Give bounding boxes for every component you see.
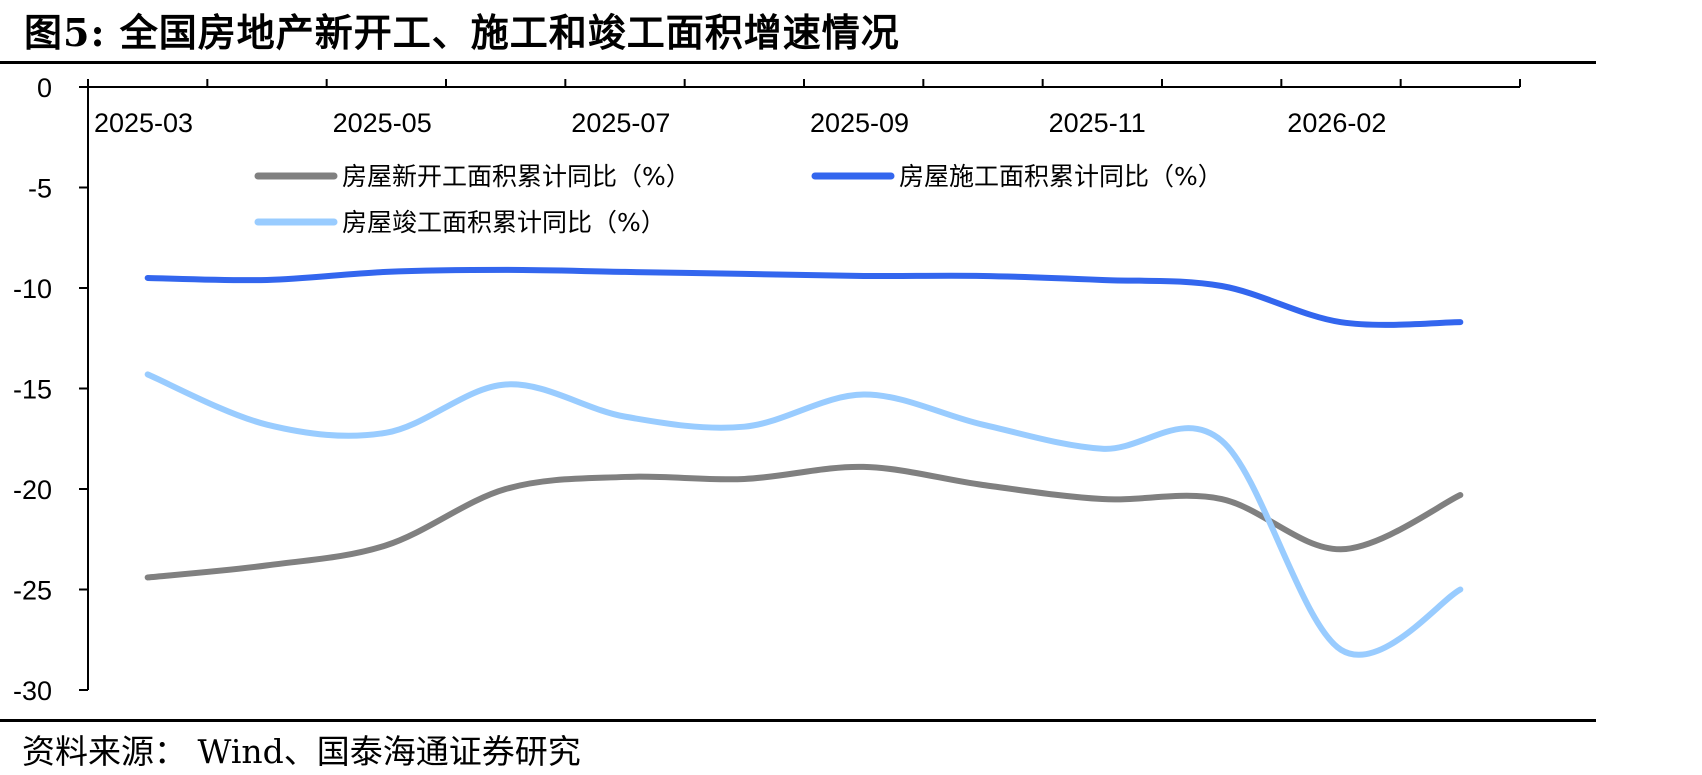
- y-tick-label: -15: [13, 375, 52, 405]
- x-tick-labels: 2025-03 2025-05 2025-07 2025-09 2025-11 2026-…: [94, 108, 1386, 138]
- bottom-rule: [0, 719, 1596, 722]
- series-line-under-construction: [144, 266, 1464, 328]
- y-tick-labels: 0 -5 -10 -15 -20 -25 -30: [13, 73, 52, 706]
- y-tick-label: -5: [28, 174, 52, 204]
- series-lines: [144, 266, 1464, 658]
- x-tick-label: 2025-03: [94, 108, 193, 138]
- legend-label-new-start: 房屋新开工面积累计同比（%）: [342, 162, 691, 191]
- figure-title: 图5: 全国房地产新开工、施工和竣工面积增速情况: [24, 10, 900, 55]
- source-note: 资料来源： Wind、国泰海通证券研究: [22, 732, 581, 771]
- y-tick-label: -10: [13, 274, 52, 304]
- series-line-new-start: [144, 463, 1464, 581]
- legend: 房屋新开工面积累计同比（%） 房屋施工面积累计同比（%） 房屋竣工面积累计同比（%）: [254, 162, 1223, 237]
- x-tick-label: 2025-09: [810, 108, 909, 138]
- top-rule: [0, 61, 1596, 64]
- x-tick-label: 2025-07: [571, 108, 670, 138]
- legend-label-under-construction: 房屋施工面积累计同比（%）: [899, 162, 1223, 191]
- x-tick-label: 2026-02: [1287, 108, 1386, 138]
- y-tick-label: -30: [13, 676, 52, 706]
- y-tick-label: 0: [37, 73, 52, 103]
- y-tick-label: -25: [13, 576, 52, 606]
- y-tick-label: -20: [13, 475, 52, 505]
- x-tick-label: 2025-11: [1049, 108, 1146, 138]
- axes: [79, 79, 1521, 691]
- x-tick-label: 2025-05: [333, 108, 432, 138]
- series-line-completed: [144, 371, 1464, 658]
- legend-label-completed: 房屋竣工面积累计同比（%）: [342, 208, 666, 237]
